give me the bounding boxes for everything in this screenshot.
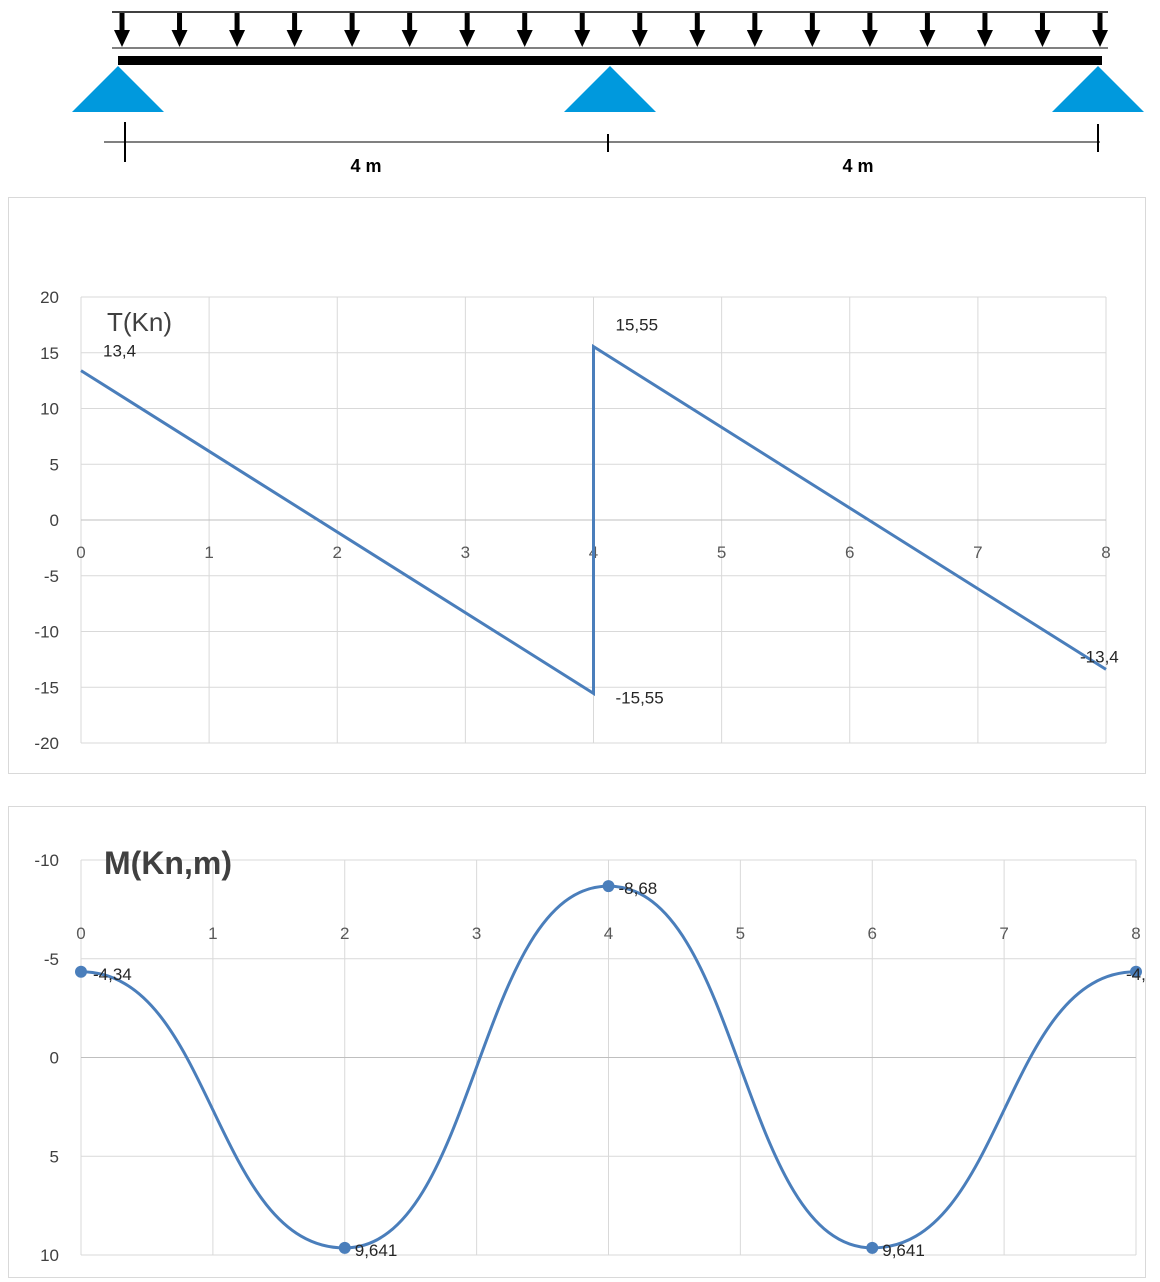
x-tick-label: 8: [1131, 924, 1140, 943]
load-arrow-head: [631, 30, 648, 47]
x-tick-label: 5: [717, 543, 726, 562]
load-arrow-head: [286, 30, 303, 47]
x-tick-label: 2: [333, 543, 342, 562]
load-arrow-head: [976, 30, 993, 47]
data-label: -8,68: [619, 879, 658, 898]
x-tick-label: 0: [76, 543, 85, 562]
load-arrow-head: [344, 30, 361, 47]
bending-moment-chart: -10 -5 0 5 10 0 1 2 3 4 5 6 7 8 -4,34 9,641 -8,68 9,641 -4…: [34, 845, 1160, 1265]
x-tick-label: 7: [999, 924, 1008, 943]
y-tick-label: -5: [44, 567, 59, 586]
chart-title: M(Kn,m): [104, 845, 232, 881]
load-arrow-head: [574, 30, 591, 47]
x-tick-label: 0: [76, 924, 85, 943]
x-tick-label: 6: [868, 924, 877, 943]
span-label-1: 4 m: [350, 156, 381, 176]
load-arrow-head: [689, 30, 706, 47]
load-arrow-head: [861, 30, 878, 47]
load-arrow-head: [229, 30, 246, 47]
load-arrow-head: [919, 30, 936, 47]
data-point: [75, 965, 87, 978]
data-label: -4,34: [1126, 965, 1145, 984]
data-label: 13,4: [103, 342, 136, 361]
span-label-2: 4 m: [842, 156, 873, 176]
load-arrow-head: [804, 30, 821, 47]
y-tick-label: 10: [40, 1246, 59, 1265]
data-point: [866, 1241, 879, 1254]
x-tick-label: 1: [204, 543, 213, 562]
data-point: [602, 880, 615, 893]
load-arrow-head: [1034, 30, 1051, 47]
data-label: 15,55: [616, 316, 659, 335]
y-tick-label: -10: [34, 851, 59, 870]
y-tick-label: 15: [40, 344, 59, 363]
beam-diagram: 4 m 4 m: [72, 11, 1144, 176]
data-label: -15,55: [616, 688, 664, 707]
x-tick-label: 7: [973, 543, 982, 562]
chart-title: T(Kn): [107, 307, 172, 337]
data-label: -4,34: [93, 965, 132, 984]
y-tick-label: 20: [40, 288, 59, 307]
load-arrow-head: [459, 30, 476, 47]
y-tick-label: -10: [34, 623, 59, 642]
x-tick-label: 3: [472, 924, 481, 943]
load-arrow-head: [114, 30, 130, 47]
load-arrow-head: [746, 30, 763, 47]
support-right: [1052, 66, 1144, 112]
data-label: 9,641: [882, 1241, 925, 1260]
x-tick-label: 3: [461, 543, 470, 562]
data-label: 9,641: [355, 1241, 398, 1260]
y-tick-label: -15: [34, 678, 59, 697]
x-tick-label: 5: [736, 924, 745, 943]
shear-chart-panel: 20 15 10 5 0 -5 -10 -15 -20 0 1 2 3 4 5 6 7 8 13,4 15,55 -15…: [8, 197, 1146, 774]
y-tick-label: 10: [40, 400, 59, 419]
y-tick-label: 0: [50, 1049, 59, 1068]
x-tick-label: 6: [845, 543, 854, 562]
x-tick-label: 8: [1101, 543, 1110, 562]
x-tick-label: 4: [604, 924, 613, 943]
data-point: [338, 1241, 351, 1254]
load-arrow-head: [516, 30, 533, 47]
load-arrow-head: [171, 30, 188, 47]
y-tick-label: 5: [50, 455, 59, 474]
distributed-load: [114, 13, 1108, 47]
y-tick-label: -5: [44, 950, 59, 969]
beam-member: [118, 56, 1102, 65]
support-left: [72, 66, 164, 112]
data-label: -13,4: [1080, 647, 1119, 666]
moment-chart-panel: -10 -5 0 5 10 0 1 2 3 4 5 6 7 8 -4,34 9,641 -8,68 9,641 -4…: [8, 806, 1160, 1278]
data-point: [1130, 965, 1142, 978]
y-tick-label: -20: [34, 734, 59, 753]
x-tick-label: 1: [208, 924, 217, 943]
load-arrow-head: [401, 30, 418, 47]
x-tick-label: 2: [340, 924, 349, 943]
y-tick-label: 0: [50, 511, 59, 530]
load-arrow-head: [1092, 30, 1108, 47]
y-tick-label: 5: [50, 1147, 59, 1166]
series-line: [80, 343, 1107, 697]
support-middle: [564, 66, 656, 112]
